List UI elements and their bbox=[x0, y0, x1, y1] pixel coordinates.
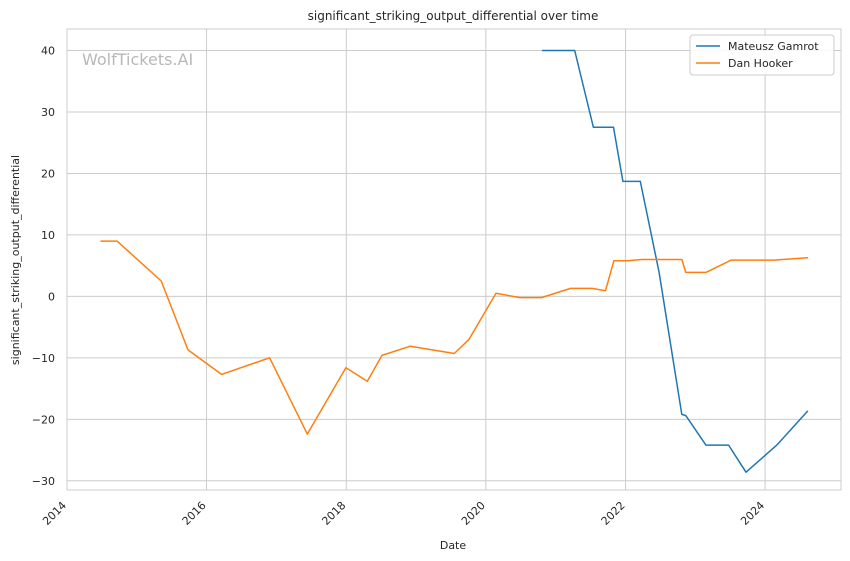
y-tick-label: −10 bbox=[32, 352, 55, 365]
x-axis-title: Date bbox=[440, 539, 467, 552]
y-tick-label: −20 bbox=[32, 413, 55, 426]
series-line-dan-hooker bbox=[100, 240, 809, 435]
plot-frame bbox=[66, 28, 842, 491]
grid bbox=[66, 29, 841, 490]
y-tick-label: 20 bbox=[41, 167, 55, 180]
y-tick-label: 10 bbox=[41, 229, 55, 242]
legend-label: Mateusz Gamrot bbox=[728, 40, 819, 53]
series-lines bbox=[100, 49, 809, 473]
y-tick-label: 30 bbox=[41, 106, 55, 119]
legend-box bbox=[689, 34, 835, 76]
y-axis-ticks: 40 30 20 10 0 −10 −20 −30 bbox=[32, 45, 55, 488]
chart-title: significant_striking_output_differential… bbox=[308, 9, 599, 23]
legend: Mateusz Gamrot Dan Hooker bbox=[689, 34, 835, 76]
series-line-mateusz-gamrot bbox=[541, 49, 809, 473]
y-tick-label: 0 bbox=[48, 290, 55, 303]
y-axis-title: significant_striking_output_differential bbox=[9, 155, 22, 365]
watermark: WolfTickets.AI bbox=[82, 50, 193, 69]
y-tick-label: −30 bbox=[32, 475, 55, 488]
y-tick-label: 40 bbox=[41, 45, 55, 58]
plot-area: WolfTickets.AI bbox=[66, 28, 842, 491]
legend-label: Dan Hooker bbox=[728, 57, 793, 70]
